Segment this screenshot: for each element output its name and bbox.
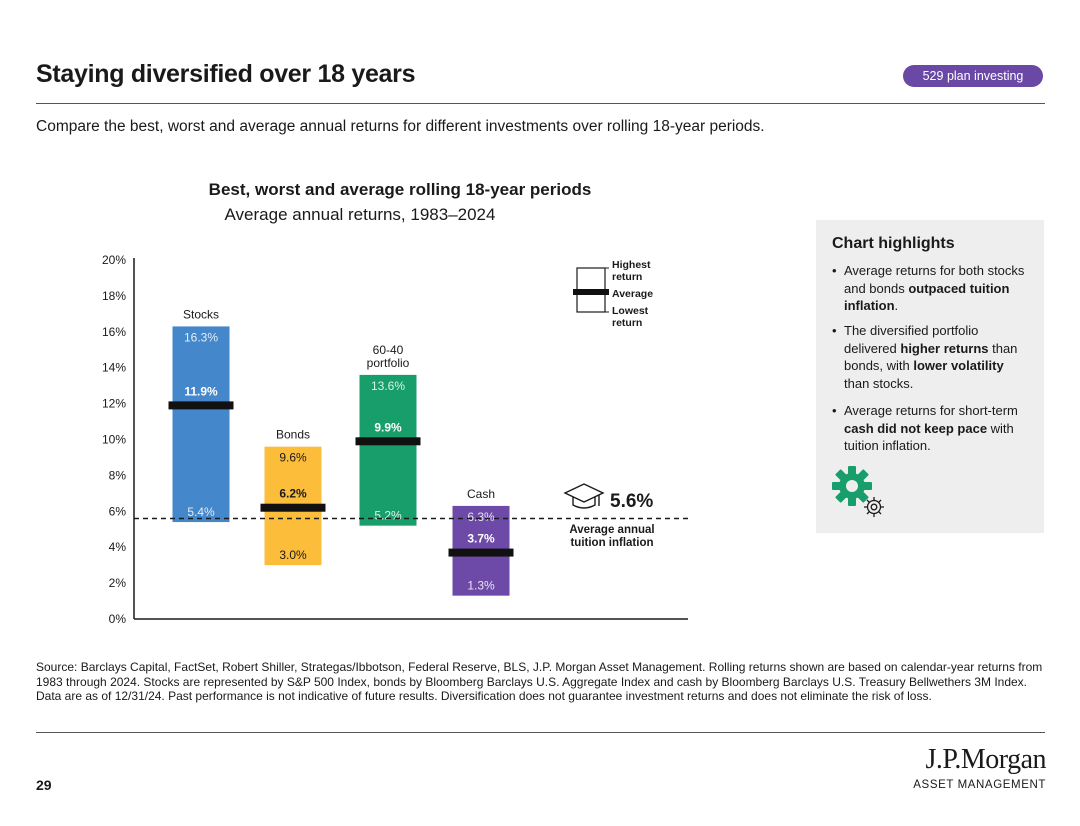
source-note: Source: Barclays Capital, FactSet, Rober… (36, 660, 1043, 703)
highlight-text-part: The diversified portfolio delivered (844, 323, 979, 356)
low-value-label: 1.3% (467, 579, 495, 593)
highlight-emphasis: cash did not keep pace (844, 420, 988, 436)
category-label: Bonds (276, 428, 310, 442)
y-tick-label: 0% (109, 612, 127, 626)
highlight-emphasis: higher returns (900, 340, 989, 356)
y-tick-label: 6% (109, 504, 127, 518)
high-value-label: 16.3% (184, 330, 218, 344)
chart-subtitle: Average annual returns, 1983–2024 (224, 205, 496, 224)
y-tick-label: 18% (102, 289, 126, 303)
footer-divider (36, 732, 1045, 733)
page-number: 29 (36, 777, 52, 793)
chart-title: Best, worst and average rolling 18-year … (208, 180, 592, 199)
y-tick-label: 12% (102, 397, 126, 411)
category-label: 60-40 (373, 343, 404, 357)
jpmorgan-logo: J.P.Morgan (925, 744, 1046, 775)
average-value-label: 6.2% (279, 487, 307, 501)
highlight-text-part: than stocks. (844, 375, 914, 391)
highlights-title: Chart highlights (832, 235, 955, 252)
bullet-icon: • (832, 403, 837, 418)
bar-stocks (172, 326, 230, 523)
bar-60-40-portfolio (359, 374, 417, 526)
logo-subtitle: ASSET MANAGEMENT (913, 779, 1046, 791)
highlight-item: • The diversified portfolio delivered hig… (832, 322, 1032, 392)
highlight-text-part: Average returns for both stocks and bond… (844, 263, 1025, 296)
legend-average-label: Average (612, 288, 653, 300)
high-value-label: 13.6% (371, 379, 405, 393)
highlight-text: Average returns for short-term cash did … (844, 402, 1032, 455)
legend-average-marker (573, 289, 609, 295)
category-label: Cash (467, 487, 495, 501)
highlight-text-part: . (894, 298, 899, 313)
legend-high-label: return (612, 271, 642, 283)
tuition-inflation-label: Average annual (569, 524, 654, 536)
y-tick-label: 8% (109, 468, 127, 482)
average-value-label: 9.9% (374, 420, 402, 434)
y-tick-label: 20% (102, 253, 126, 267)
topic-badge: 529 plan investing (903, 65, 1043, 87)
category-label: portfolio (367, 356, 410, 370)
y-tick-label: 14% (102, 361, 126, 375)
average-marker (355, 437, 421, 446)
highlight-text-part: than bonds, with (844, 340, 1018, 374)
y-tick-label: 4% (109, 540, 127, 554)
highlight-text-part: with tuition inflation. (844, 420, 1014, 454)
bullet-icon: • (832, 323, 837, 338)
category-label: Stocks (183, 307, 219, 321)
highlight-text: The diversified portfolio delivered high… (844, 322, 1032, 392)
gears-icon (832, 466, 884, 517)
average-marker (448, 548, 514, 557)
highlight-emphasis: lower volatility (913, 358, 1004, 373)
legend-low-label: return (612, 317, 642, 329)
legend-high-label: Highest (612, 259, 651, 271)
high-value-label: 9.6% (279, 451, 307, 465)
average-marker (260, 503, 326, 512)
average-value-label: 11.9% (184, 384, 218, 398)
low-value-label: 5.4% (187, 505, 215, 519)
bullet-icon: • (832, 263, 837, 278)
page-title: Staying diversified over 18 years (36, 60, 416, 88)
low-value-label: 3.0% (279, 548, 307, 562)
highlight-item: • Average returns for short-term cash did… (832, 402, 1032, 455)
y-tick-label: 10% (102, 433, 126, 447)
page-subtitle: Compare the best, worst and average annu… (36, 118, 765, 135)
highlight-text-part: Average returns for short-term (844, 403, 1018, 418)
header-divider (36, 103, 1045, 104)
high-value-label: 6.3% (467, 510, 495, 524)
average-value-label: 3.7% (467, 532, 495, 546)
legend-low-label: Lowest (612, 305, 649, 317)
average-marker (168, 401, 234, 410)
low-value-label: 5.2% (374, 509, 402, 523)
highlight-text: Average returns for both stocks and bond… (844, 262, 1032, 315)
chart-highlights-panel: Chart highlights • Average returns for bo… (816, 220, 1044, 533)
tuition-inflation-label: tuition inflation (570, 537, 653, 549)
tuition-inflation-value: 5.6% (610, 491, 653, 512)
graduation-cap-icon (563, 483, 605, 509)
highlight-item: • Average returns for both stocks and bon… (832, 262, 1032, 315)
highlight-emphasis: outpaced tuition inflation (844, 280, 1010, 314)
y-tick-label: 16% (102, 325, 126, 339)
y-tick-label: 2% (109, 576, 127, 590)
